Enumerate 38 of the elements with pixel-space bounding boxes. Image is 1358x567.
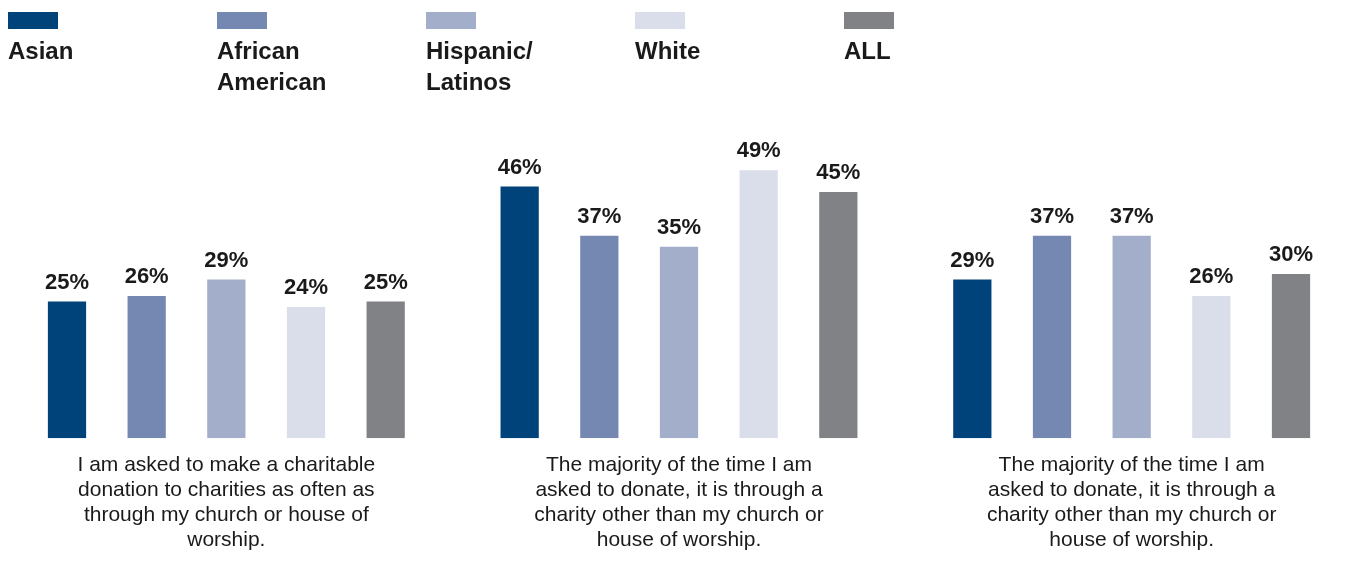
data-label: 35% bbox=[656, 213, 702, 239]
legend-label: Hispanic/ Latinos bbox=[426, 36, 534, 97]
legend-label: Asian bbox=[8, 36, 75, 66]
bar bbox=[659, 246, 699, 439]
bar bbox=[819, 192, 858, 439]
legend-label: African American bbox=[217, 36, 328, 97]
data-label: 29% bbox=[204, 246, 249, 272]
x-tick-label: The majority of the time I am asked to donate, it is through a charity other than my church or house of worship. bbox=[986, 451, 1277, 551]
data-label: 37% bbox=[1029, 202, 1075, 228]
x-tick-label: I am asked to make a charitable donation to charities as often as through my church or house of worship. bbox=[77, 451, 376, 551]
data-label: 25% bbox=[363, 268, 408, 294]
bar bbox=[1271, 274, 1311, 439]
bar bbox=[1112, 235, 1151, 439]
bar bbox=[1032, 235, 1072, 439]
data-label: 26% bbox=[124, 263, 169, 289]
bar bbox=[739, 170, 778, 439]
bar bbox=[1192, 296, 1231, 439]
data-label: 25% bbox=[44, 268, 90, 294]
data-label: 24% bbox=[283, 274, 329, 299]
bar bbox=[500, 186, 539, 439]
data-label: 30% bbox=[1268, 241, 1314, 267]
data-label: 37% bbox=[1109, 202, 1154, 228]
x-tick-label: The majority of the time I am asked to donate, it is through a charity other than my church or house of worship. bbox=[534, 451, 824, 551]
data-label: 45% bbox=[816, 159, 861, 185]
data-label: 26% bbox=[1189, 263, 1234, 289]
data-label: 49% bbox=[736, 137, 781, 163]
bar bbox=[580, 235, 619, 439]
legend-label: ALL bbox=[844, 36, 892, 66]
bar bbox=[127, 296, 166, 439]
bar bbox=[953, 279, 992, 439]
data-label: 46% bbox=[497, 153, 542, 179]
data-label: 29% bbox=[950, 246, 995, 272]
bar bbox=[47, 301, 87, 439]
bar bbox=[366, 301, 405, 439]
data-label: 37% bbox=[577, 202, 622, 228]
bar bbox=[207, 279, 246, 439]
bar bbox=[286, 306, 326, 439]
legend-label: White bbox=[635, 36, 702, 66]
